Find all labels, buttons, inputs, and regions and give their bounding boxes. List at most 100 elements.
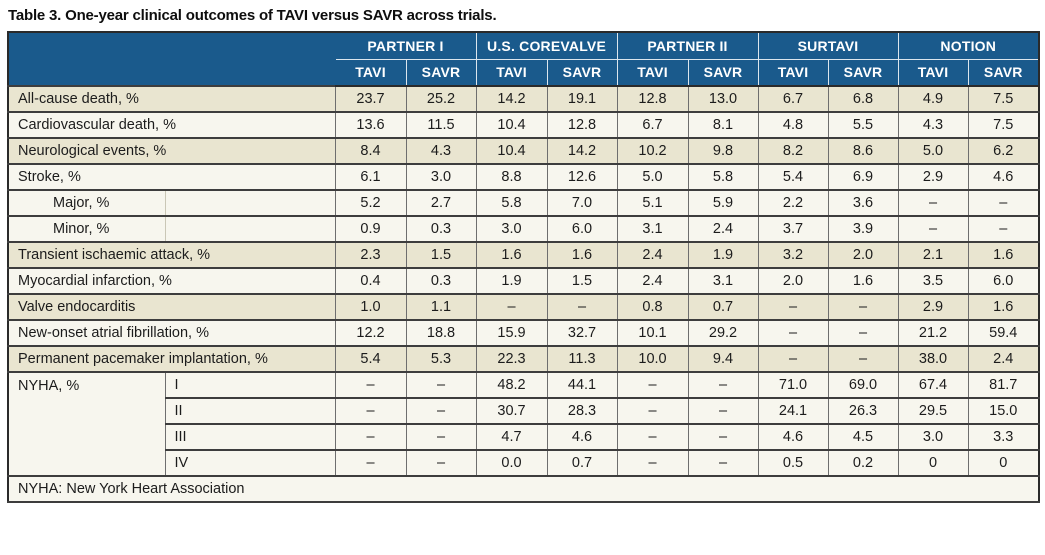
subheader-savr: SAVR [405,58,477,87]
data-cell: 28.3 [546,397,618,425]
data-cell: 1.6 [967,293,1040,321]
subheader-row: TAVI SAVR TAVI SAVR TAVI SAVR TAVI SAVR … [8,58,1040,87]
subheader-savr: SAVR [546,58,618,87]
table-title: Table 3. One-year clinical outcomes of T… [8,7,497,24]
data-cell: 4.5 [827,423,899,451]
data-cell: 38.0 [897,345,969,373]
footnote-row: NYHA: New York Heart Association [7,475,1040,503]
table-row: Minor, % 0.9 0.3 3.0 6.0 3.1 2.4 3.7 3.9– – [7,215,1040,243]
table-row: Transient ischaemic attack, % 2.3 1.5 1.6 1.… [7,241,1040,269]
data-cell: 2.0 [757,267,829,295]
data-cell: 12.8 [616,85,689,113]
data-cell: 24.1 [757,397,829,425]
data-cell: 0.5 [757,449,829,477]
data-cell: 81.7 [967,371,1040,399]
data-cell: 11.5 [405,111,477,139]
data-cell: 8.4 [334,137,407,165]
data-cell: 10.0 [616,345,689,373]
data-cell: 1.6 [546,241,618,269]
data-cell: 69.0 [827,371,899,399]
row-label: Cardiovascular death, % [7,111,336,139]
row-label: Stroke, % [7,163,336,191]
data-cell: 1.1 [405,293,477,321]
data-cell: 0.3 [405,267,477,295]
trial-group-partner1: PARTNER I [334,31,477,60]
data-cell: 3.6 [827,189,899,217]
table-row: Neurological events, % 8.4 4.3 10.4 14.2 10.2… [7,137,1040,165]
data-cell: – [616,397,689,425]
data-cell: 3.0 [405,163,477,191]
table-row: Major, % 5.2 2.7 5.8 7.0 5.1 5.9 2.2 3.6– – [7,189,1040,217]
data-cell: 6.9 [827,163,899,191]
data-cell: 21.2 [897,319,969,347]
indent-spacer [164,215,336,243]
data-cell: 2.2 [757,189,829,217]
data-cell: – [967,215,1040,243]
data-cell: – [405,397,477,425]
data-cell: 0.9 [334,215,407,243]
row-label: Major, % [7,189,166,217]
table-row: Valve endocarditis 1.0 1.1– –0.8 0.7– –2.9 1.6 [7,293,1040,321]
data-cell: – [967,189,1040,217]
data-cell: 2.4 [687,215,759,243]
data-cell: 3.9 [827,215,899,243]
corner-cell [7,31,336,87]
data-cell: – [757,293,829,321]
data-cell: 9.4 [687,345,759,373]
data-cell: 9.8 [687,137,759,165]
data-cell: 13.0 [687,85,759,113]
data-cell: 8.2 [757,137,829,165]
subheader-savr: SAVR [687,58,759,87]
row-label: Permanent pacemaker implantation, % [7,345,336,373]
table-row: New-onset atrial fibrillation, % 12.2 18.8… [7,319,1040,347]
data-cell: 2.3 [334,241,407,269]
data-cell: 25.2 [405,85,477,113]
data-cell: 2.4 [616,241,689,269]
data-cell: 59.4 [967,319,1040,347]
data-cell: 6.2 [967,137,1040,165]
table-row: Myocardial infarction, % 0.4 0.3 1.9 1.5 2.4 3… [7,267,1040,295]
data-cell: 4.9 [897,85,969,113]
data-cell: – [334,397,407,425]
nyha-class-label: III [164,423,336,451]
data-cell: 1.5 [405,241,477,269]
data-cell: 22.3 [475,345,548,373]
data-cell: – [687,397,759,425]
table-row: Stroke, % 6.1 3.0 8.8 12.6 5.0 5.8 5.4 6.9 2.9 4.6 [7,163,1040,191]
data-cell: 8.1 [687,111,759,139]
data-cell: 4.6 [757,423,829,451]
nyha-class-label: IV [164,449,336,477]
data-cell: – [616,423,689,451]
data-cell: 0.7 [687,293,759,321]
data-cell: 0.7 [546,449,618,477]
data-cell: – [757,345,829,373]
indent-spacer [164,189,336,217]
data-cell: – [405,371,477,399]
data-cell: 4.7 [475,423,548,451]
data-cell: – [897,189,969,217]
data-cell: 6.0 [546,215,618,243]
data-cell: 10.1 [616,319,689,347]
data-cell: 1.6 [475,241,548,269]
row-label: Minor, % [7,215,166,243]
data-cell: 1.0 [334,293,407,321]
data-cell: – [334,423,407,451]
data-cell: 5.9 [687,189,759,217]
trial-group-notion: NOTION [897,31,1040,60]
data-cell: 10.4 [475,137,548,165]
data-cell: 3.0 [475,215,548,243]
data-cell: 32.7 [546,319,618,347]
data-cell: 2.4 [616,267,689,295]
data-cell: 2.9 [897,293,969,321]
data-cell: 7.5 [967,85,1040,113]
subheader-tavi: TAVI [897,58,969,87]
data-cell: 7.5 [967,111,1040,139]
data-cell: 5.3 [405,345,477,373]
data-cell: 3.5 [897,267,969,295]
data-cell: 1.5 [546,267,618,295]
data-cell: 6.7 [757,85,829,113]
data-cell: 0.3 [405,215,477,243]
data-cell: 13.6 [334,111,407,139]
data-cell: – [757,319,829,347]
